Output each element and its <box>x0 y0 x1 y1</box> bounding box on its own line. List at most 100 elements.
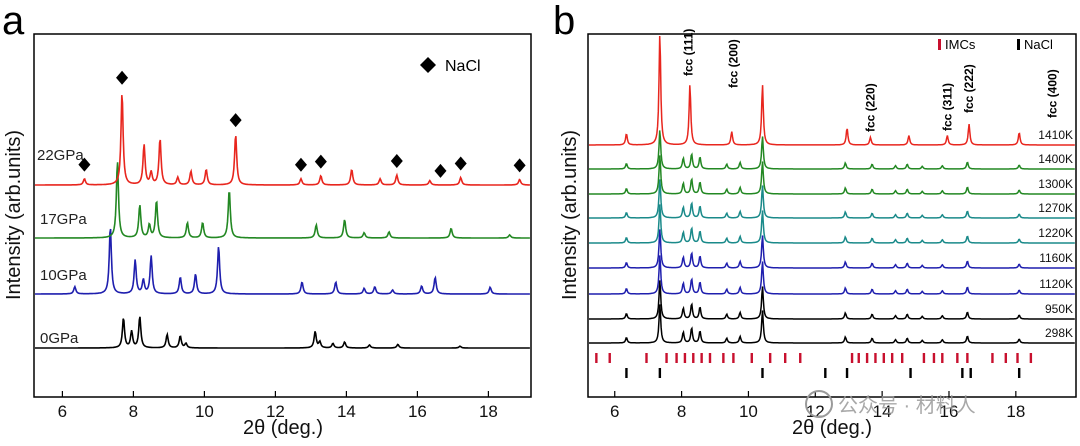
panel-b-xtick-label: 16 <box>940 402 959 421</box>
panel-a-trace-label: 22GPa <box>37 147 84 164</box>
panel-b-imc-tick <box>1016 353 1019 363</box>
panel-a-xtick-label: 18 <box>479 402 498 421</box>
panel-b-imc-tick <box>665 353 668 363</box>
panel-b-temp-label: 1300K <box>1038 177 1073 191</box>
panel-b-imc-tick <box>932 353 936 363</box>
panel-a-trace-label: 17GPa <box>40 211 87 228</box>
panel-a-xtick-label: 6 <box>58 402 67 421</box>
panel-b-imc-tick <box>1029 353 1033 363</box>
panel-a-frame <box>33 33 532 398</box>
panel-a-nacl-diamond-icon <box>454 156 467 171</box>
panel-b-frame <box>587 33 1077 398</box>
panel-a-series-0GPa <box>35 316 530 349</box>
panel-b-fcc-annotation: fcc (111) <box>681 29 695 76</box>
panel-a-series-22GPa <box>35 95 530 186</box>
panel-a-legend-diamond-icon <box>420 57 436 73</box>
panel-a-xlabel: 2θ (deg.) <box>243 417 323 439</box>
panel-b-series-950K <box>589 280 1075 320</box>
panel-a-nacl-diamond-icon <box>78 157 91 172</box>
panel-b-xtick-label: 10 <box>739 402 758 421</box>
panel-b-series-1160K <box>589 229 1075 269</box>
panel-a-nacl-diamond-icon <box>294 157 307 172</box>
panel-b-imc-tick <box>722 353 725 363</box>
panel-b-imc-tick <box>799 353 802 363</box>
panel-a-ylabel: Intensity (arb.units) <box>3 130 25 300</box>
panel-b-temp-label: 298K <box>1045 326 1073 340</box>
panel-b-nacl-tick <box>909 368 912 378</box>
panel-b-imc-tick <box>708 353 712 363</box>
panel-b-imc-tick <box>857 353 860 363</box>
panel-b-imc-tick <box>890 353 894 363</box>
panel-b-series-1270K <box>589 179 1075 219</box>
panel-b-imc-tick <box>595 353 598 363</box>
panel-a-plot: 6 8 10 12 14 16 18 0GPa 10GPa 17GPa 22GPa <box>35 70 530 421</box>
panel-a-xtick-label: 8 <box>129 402 138 421</box>
panel-b-imc-tick <box>732 353 735 363</box>
panel-b-legend-nacl-swatch <box>1017 39 1020 50</box>
panel-a-xtick-label: 14 <box>337 402 356 421</box>
panel-b-imc-tick <box>675 353 678 363</box>
panel-b-temp-label: 1220K <box>1038 226 1073 240</box>
panel-b-imc-tick <box>966 353 969 363</box>
panel-b-xlabel: 2θ (deg.) <box>792 417 872 439</box>
panel-b-temp-label: 950K <box>1045 302 1073 316</box>
panel-b-imc-tick <box>700 353 703 363</box>
panel-b-temp-label: 1410K <box>1038 128 1073 142</box>
panel-b-imc-tick <box>922 353 926 363</box>
panel-b-legend-imc-swatch <box>938 39 941 50</box>
panel-b-imc-tick <box>1004 353 1008 363</box>
panel-b-fcc-annotation: fcc (311) <box>940 83 954 131</box>
panel-b-nacl-tick <box>961 368 964 378</box>
panel-a-xtick-label: 12 <box>266 402 285 421</box>
panel-a-series-17GPa <box>35 162 530 239</box>
panel-b-nacl-tick <box>845 368 849 378</box>
panel-b-imc-tick <box>850 353 854 363</box>
panel-b-nacl-tick <box>625 368 628 378</box>
watermark-text: 公众号 · 材料人 <box>838 394 976 417</box>
panel-b-imc-tick <box>991 353 994 363</box>
panel-b-series-1300K <box>589 155 1075 195</box>
panel-b-fcc-annotation: fcc (400) <box>1046 69 1060 118</box>
panel-a-series-10GPa <box>35 228 530 295</box>
panel-b-xtick-label: 18 <box>1006 402 1025 421</box>
panel-b-imc-tick <box>874 353 877 363</box>
panel-b-imc-tick <box>692 353 695 363</box>
panel-b-nacl-tick <box>1017 368 1021 378</box>
panel-b-plot: 6 8 10 12 14 16 18298K950K1120K1160K1220K1270K… <box>589 29 1075 421</box>
panel-a-nacl-diamond-icon <box>314 154 327 169</box>
panel-b-imc-tick <box>900 353 904 363</box>
panel-b-imc-tick <box>683 353 687 363</box>
panel-b-xtick-label: 14 <box>873 402 892 421</box>
panel-b-xtick-label: 8 <box>677 402 686 421</box>
panel-b-imc-tick <box>784 353 787 363</box>
panel-b-nacl-tick <box>824 368 827 378</box>
panel-b-fcc-annotation: fcc (220) <box>863 83 877 132</box>
panel-a-nacl-diamond-icon <box>229 113 242 128</box>
panel-b-temp-label: 1160K <box>1039 251 1073 265</box>
panel-b-series-1410K <box>589 35 1075 146</box>
panel-a-xtick-label: 16 <box>408 402 427 421</box>
panel-b-legend-imc-label: IMCs <box>945 37 976 52</box>
panel-a-nacl-diamond-icon <box>513 158 526 173</box>
panel-b-letter: b <box>553 0 575 43</box>
panel-a-letter: a <box>2 0 25 43</box>
panel-b-fcc-annotation: fcc (222) <box>962 64 976 113</box>
panel-b-imc-tick <box>941 353 944 363</box>
panel-b-nacl-tick <box>658 368 662 378</box>
panel-b-temp-label: 1120K <box>1039 277 1073 291</box>
panel-b-nacl-tick <box>969 368 972 378</box>
wechat-icon <box>805 390 833 418</box>
panel-b-ylabel: Intensity (arb.units) <box>559 130 581 300</box>
panel-b-xtick-label: 6 <box>610 402 619 421</box>
panel-b-legend-nacl-label: NaCl <box>1024 37 1053 52</box>
panel-b-series-1220K <box>589 204 1075 244</box>
panel-b-imc-tick <box>608 353 611 363</box>
panel-b-series-298K <box>589 304 1075 344</box>
panel-b-nacl-tick <box>761 368 764 378</box>
panel-a-nacl-diamond-icon <box>434 163 447 178</box>
panel-b-temp-label: 1400K <box>1038 152 1073 166</box>
panel-b-imc-tick <box>865 353 869 363</box>
panel-b-fcc-annotation: fcc (200) <box>726 39 740 88</box>
